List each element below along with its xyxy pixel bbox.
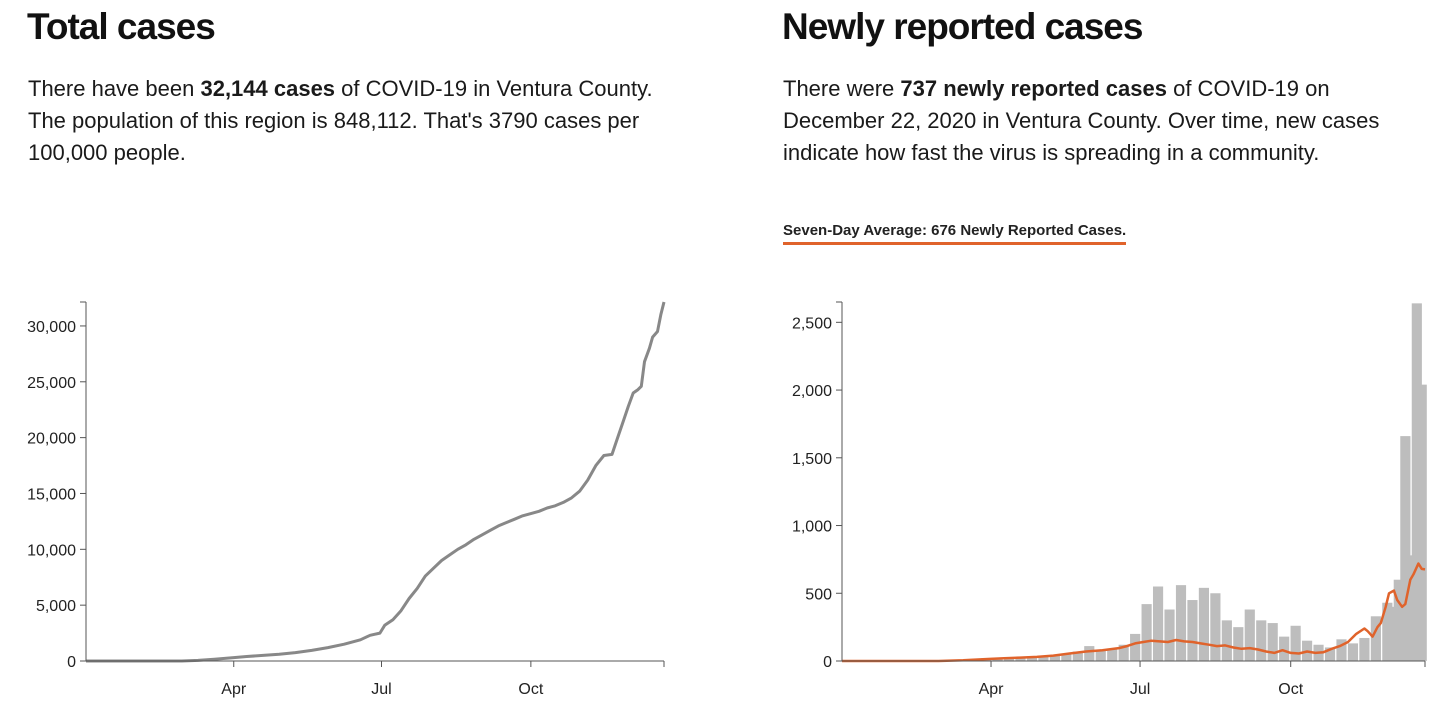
bar [1393, 579, 1404, 661]
y-tick-label: 10,000 [27, 542, 76, 559]
bar [1244, 609, 1255, 661]
x-tick-label: Apr [221, 681, 247, 698]
bar [1152, 586, 1164, 661]
bar [1347, 643, 1359, 661]
bar [1336, 639, 1347, 661]
total-cases-heading: Total cases [27, 6, 216, 47]
total-cases-chart: 0 5,000 10,000 15,000 20,000 25,000 30,000 Apr J… [27, 301, 666, 698]
bar [1405, 555, 1416, 661]
bar [1279, 636, 1290, 661]
bar [1095, 650, 1106, 661]
bar [1175, 585, 1187, 661]
y-tick-label: 25,000 [27, 375, 76, 392]
y-tick-label: 0 [67, 654, 76, 671]
bar [1130, 633, 1141, 661]
x-tick-label: Jul [1130, 681, 1150, 698]
bar [1049, 654, 1060, 661]
y-tick-label: 0 [823, 654, 832, 671]
y-tick-label: 500 [805, 586, 832, 603]
seven-day-average-label: Seven-Day Average: 676 Newly Reported Ca… [783, 222, 1127, 245]
y-tick-label: 20,000 [27, 431, 76, 448]
average-line [842, 562, 1426, 663]
bar [1084, 646, 1095, 661]
bar [1210, 593, 1221, 661]
y-tick-label: 2,000 [792, 383, 832, 400]
total-desc-bold: 32,144 cases [200, 76, 336, 101]
bar [1141, 604, 1152, 661]
bar [1026, 656, 1038, 661]
bar [1198, 587, 1209, 661]
bar [1290, 625, 1301, 661]
new-cases-panel: Newly reported cases There were 737 newl… [720, 0, 1440, 710]
y-tick-label: 15,000 [27, 486, 76, 503]
x-tick-label: Oct [1278, 681, 1303, 698]
bar [1072, 651, 1083, 661]
x-tick-label: Oct [518, 681, 543, 698]
bar [1370, 616, 1381, 661]
new-cases-heading: Newly reported cases [782, 6, 1143, 47]
bar [1038, 655, 1049, 661]
bar [1221, 620, 1232, 661]
total-desc-before: There have been [28, 76, 201, 101]
x-tick-label: Apr [979, 681, 1005, 698]
bar [1107, 648, 1118, 661]
total-cases-description: There have been 32,144 cases of COVID-19… [28, 73, 678, 169]
y-tick-label: 1,000 [792, 519, 832, 536]
new-desc-before: There were [783, 76, 901, 101]
bar [1118, 644, 1129, 661]
new-desc-after: of COVID-19 on December 22, 2020 in Vent… [783, 76, 1380, 165]
new-cases-description: There were 737 newly reported cases of C… [783, 73, 1433, 169]
y-tick-label: 1,500 [792, 451, 832, 468]
y-tick-label: 30,000 [27, 319, 76, 336]
bar [1416, 384, 1427, 661]
new-cases-chart: 0 500 1,000 1,500 2,000 2,500 Apr Jul Oct [792, 301, 1427, 698]
new-desc-bold: 737 newly reported cases [900, 76, 1167, 101]
bar [1382, 602, 1393, 661]
bar [1324, 647, 1336, 661]
bar [1061, 653, 1072, 661]
bar [1400, 436, 1411, 661]
total-cases-line [86, 301, 666, 663]
bar [1187, 600, 1198, 661]
bar [1015, 656, 1026, 661]
y-tick-label: 2,500 [792, 315, 832, 332]
bar [1267, 623, 1278, 661]
bar [1359, 637, 1370, 661]
y-tick-label: 5,000 [36, 598, 76, 615]
bar [1256, 620, 1267, 661]
x-tick-label: Jul [371, 681, 391, 698]
bar [1164, 609, 1175, 661]
total-desc-after: of COVID-19 in Ventura County. The popul… [28, 76, 653, 165]
bar [1233, 627, 1244, 661]
total-cases-panel: Total cases There have been 32,144 cases… [27, 6, 678, 698]
